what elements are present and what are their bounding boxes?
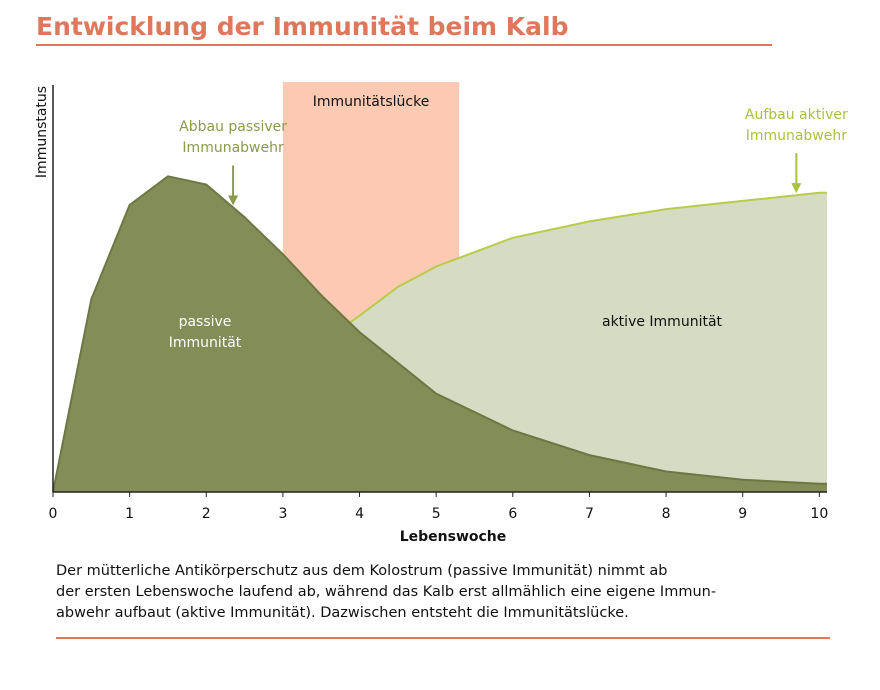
caption-line: Der mütterliche Antikörperschutz aus dem… [56,563,668,579]
gap-label: Immunitätslücke [313,94,430,110]
x-tick-label: 6 [508,506,517,522]
chart-title: Entwicklung der Immunität beim Kalb [36,12,569,41]
x-tick-label: 1 [125,506,134,522]
area-line [347,191,827,325]
x-tick-label: 7 [585,506,594,522]
x-tick-label: 10 [810,506,828,522]
series-label: passive Immunität [168,314,242,351]
x-axis-label: Lebenswoche [400,529,507,545]
x-tick-label: 4 [355,506,364,522]
x-tick-label: 5 [432,506,441,522]
annotation: Abbau passiver Immunabwehr [179,119,287,157]
x-tick-label: 2 [202,506,211,522]
x-tick-label: 0 [49,506,58,522]
x-tick-label: 9 [738,506,747,522]
x-tick-label: 3 [278,506,287,522]
caption-line: der ersten Lebenswoche laufend ab, währe… [56,584,717,600]
annotation: Aufbau aktiver Immunabwehr [744,107,848,145]
y-axis-label: Immunstatus [34,86,50,178]
area-fill [53,176,827,493]
caption: Der mütterliche Antikörperschutz aus dem… [56,561,716,624]
annotation-arrowhead [791,183,802,194]
x-tick-label: 8 [662,506,671,522]
series-label: aktive Immunität [602,314,723,330]
caption-line: abwehr aufbaut (aktive Immunität). Dazwi… [56,605,629,621]
area-line [52,175,827,493]
annotation-arrowhead [228,195,239,206]
